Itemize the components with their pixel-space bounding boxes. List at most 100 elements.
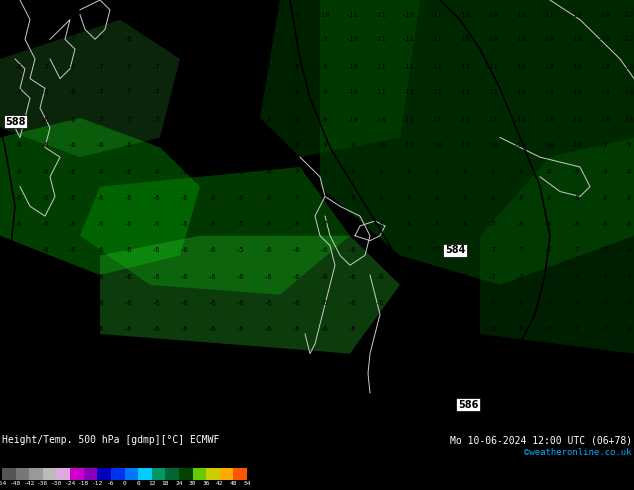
Text: 42: 42 bbox=[216, 481, 224, 486]
Text: 54: 54 bbox=[243, 481, 251, 486]
Text: -7: -7 bbox=[180, 89, 188, 96]
Text: -8: -8 bbox=[460, 221, 469, 227]
Text: -5: -5 bbox=[404, 378, 412, 384]
Text: -6: -6 bbox=[320, 353, 328, 359]
Text: -6: -6 bbox=[432, 274, 440, 280]
Text: -8: -8 bbox=[68, 12, 76, 18]
Text: 0: 0 bbox=[122, 481, 126, 486]
Text: -7: -7 bbox=[264, 89, 272, 96]
Text: -7: -7 bbox=[320, 196, 328, 201]
Text: -8: -8 bbox=[180, 12, 188, 18]
Text: -7: -7 bbox=[544, 247, 552, 253]
Text: -6: -6 bbox=[376, 353, 384, 359]
Text: -8: -8 bbox=[264, 12, 272, 18]
Text: 48: 48 bbox=[230, 481, 237, 486]
Bar bbox=[29, 468, 43, 480]
Text: -6: -6 bbox=[152, 299, 160, 306]
Text: -7: -7 bbox=[41, 64, 49, 70]
Text: -6: -6 bbox=[460, 326, 469, 332]
Text: -6: -6 bbox=[376, 405, 384, 411]
Text: -7: -7 bbox=[41, 378, 49, 384]
Text: -6: -6 bbox=[488, 299, 496, 306]
Text: -6: -6 bbox=[292, 247, 301, 253]
Bar bbox=[43, 468, 56, 480]
Text: -6: -6 bbox=[152, 353, 160, 359]
Text: -6: -6 bbox=[208, 378, 216, 384]
Text: -7: -7 bbox=[292, 36, 301, 42]
Text: -6: -6 bbox=[68, 274, 76, 280]
Text: -11: -11 bbox=[430, 117, 443, 123]
Text: -7: -7 bbox=[236, 36, 244, 42]
Text: -6: -6 bbox=[348, 274, 356, 280]
Text: -6: -6 bbox=[124, 353, 133, 359]
Text: -9: -9 bbox=[348, 143, 356, 148]
Text: -7: -7 bbox=[208, 36, 216, 42]
Text: -8: -8 bbox=[41, 36, 49, 42]
Text: -6: -6 bbox=[14, 221, 22, 227]
Bar bbox=[152, 468, 165, 480]
Text: -9: -9 bbox=[572, 169, 580, 175]
Text: -8: -8 bbox=[348, 196, 356, 201]
Text: -6: -6 bbox=[348, 353, 356, 359]
Text: -6: -6 bbox=[320, 405, 328, 411]
Text: -10: -10 bbox=[569, 36, 583, 42]
Text: -6: -6 bbox=[180, 117, 188, 123]
Polygon shape bbox=[100, 236, 400, 354]
Text: -8: -8 bbox=[544, 221, 552, 227]
Text: -11: -11 bbox=[486, 117, 498, 123]
Text: -9: -9 bbox=[320, 36, 328, 42]
Text: -6: -6 bbox=[68, 143, 76, 148]
Text: -6: -6 bbox=[180, 274, 188, 280]
Text: -10: -10 bbox=[569, 89, 583, 96]
Text: -7: -7 bbox=[624, 274, 632, 280]
Text: -6: -6 bbox=[152, 405, 160, 411]
Text: -10: -10 bbox=[458, 143, 470, 148]
Text: -42: -42 bbox=[23, 481, 35, 486]
Text: -10: -10 bbox=[486, 143, 498, 148]
Text: -5: -5 bbox=[236, 221, 244, 227]
Text: -6: -6 bbox=[208, 117, 216, 123]
Text: -6: -6 bbox=[488, 353, 496, 359]
Text: -9: -9 bbox=[376, 196, 384, 201]
Text: -6: -6 bbox=[208, 274, 216, 280]
Text: -7: -7 bbox=[96, 64, 104, 70]
Text: -6: -6 bbox=[96, 221, 104, 227]
Text: -7: -7 bbox=[236, 64, 244, 70]
Text: -8: -8 bbox=[152, 36, 160, 42]
Text: -7: -7 bbox=[96, 117, 104, 123]
Text: -7: -7 bbox=[460, 274, 469, 280]
Text: -6: -6 bbox=[180, 196, 188, 201]
Text: -8: -8 bbox=[96, 12, 104, 18]
Text: -12: -12 bbox=[92, 481, 103, 486]
Text: -10: -10 bbox=[346, 117, 358, 123]
Text: -6: -6 bbox=[404, 353, 412, 359]
Text: -6: -6 bbox=[41, 169, 49, 175]
Text: -6: -6 bbox=[68, 299, 76, 306]
Text: -5: -5 bbox=[460, 405, 469, 411]
Text: -7: -7 bbox=[152, 89, 160, 96]
Bar bbox=[70, 468, 84, 480]
Text: -10: -10 bbox=[541, 89, 554, 96]
Text: -8: -8 bbox=[404, 221, 412, 227]
Text: -10: -10 bbox=[514, 143, 526, 148]
Text: -6: -6 bbox=[41, 221, 49, 227]
Text: -6: -6 bbox=[320, 247, 328, 253]
Text: -6: -6 bbox=[292, 221, 301, 227]
Text: -7: -7 bbox=[404, 247, 412, 253]
Text: -9: -9 bbox=[320, 64, 328, 70]
Text: -6: -6 bbox=[544, 378, 552, 384]
Text: -8: -8 bbox=[515, 221, 524, 227]
Bar bbox=[111, 468, 124, 480]
Text: -6: -6 bbox=[152, 169, 160, 175]
Text: -10: -10 bbox=[486, 12, 498, 18]
Text: -7: -7 bbox=[624, 299, 632, 306]
Text: -7: -7 bbox=[515, 247, 524, 253]
Text: -6: -6 bbox=[544, 353, 552, 359]
Text: -6: -6 bbox=[180, 299, 188, 306]
Text: -7: -7 bbox=[124, 89, 133, 96]
Text: -7: -7 bbox=[624, 378, 632, 384]
Text: -7: -7 bbox=[348, 221, 356, 227]
Text: -48: -48 bbox=[10, 481, 21, 486]
Text: -6: -6 bbox=[180, 247, 188, 253]
Text: -6: -6 bbox=[515, 326, 524, 332]
